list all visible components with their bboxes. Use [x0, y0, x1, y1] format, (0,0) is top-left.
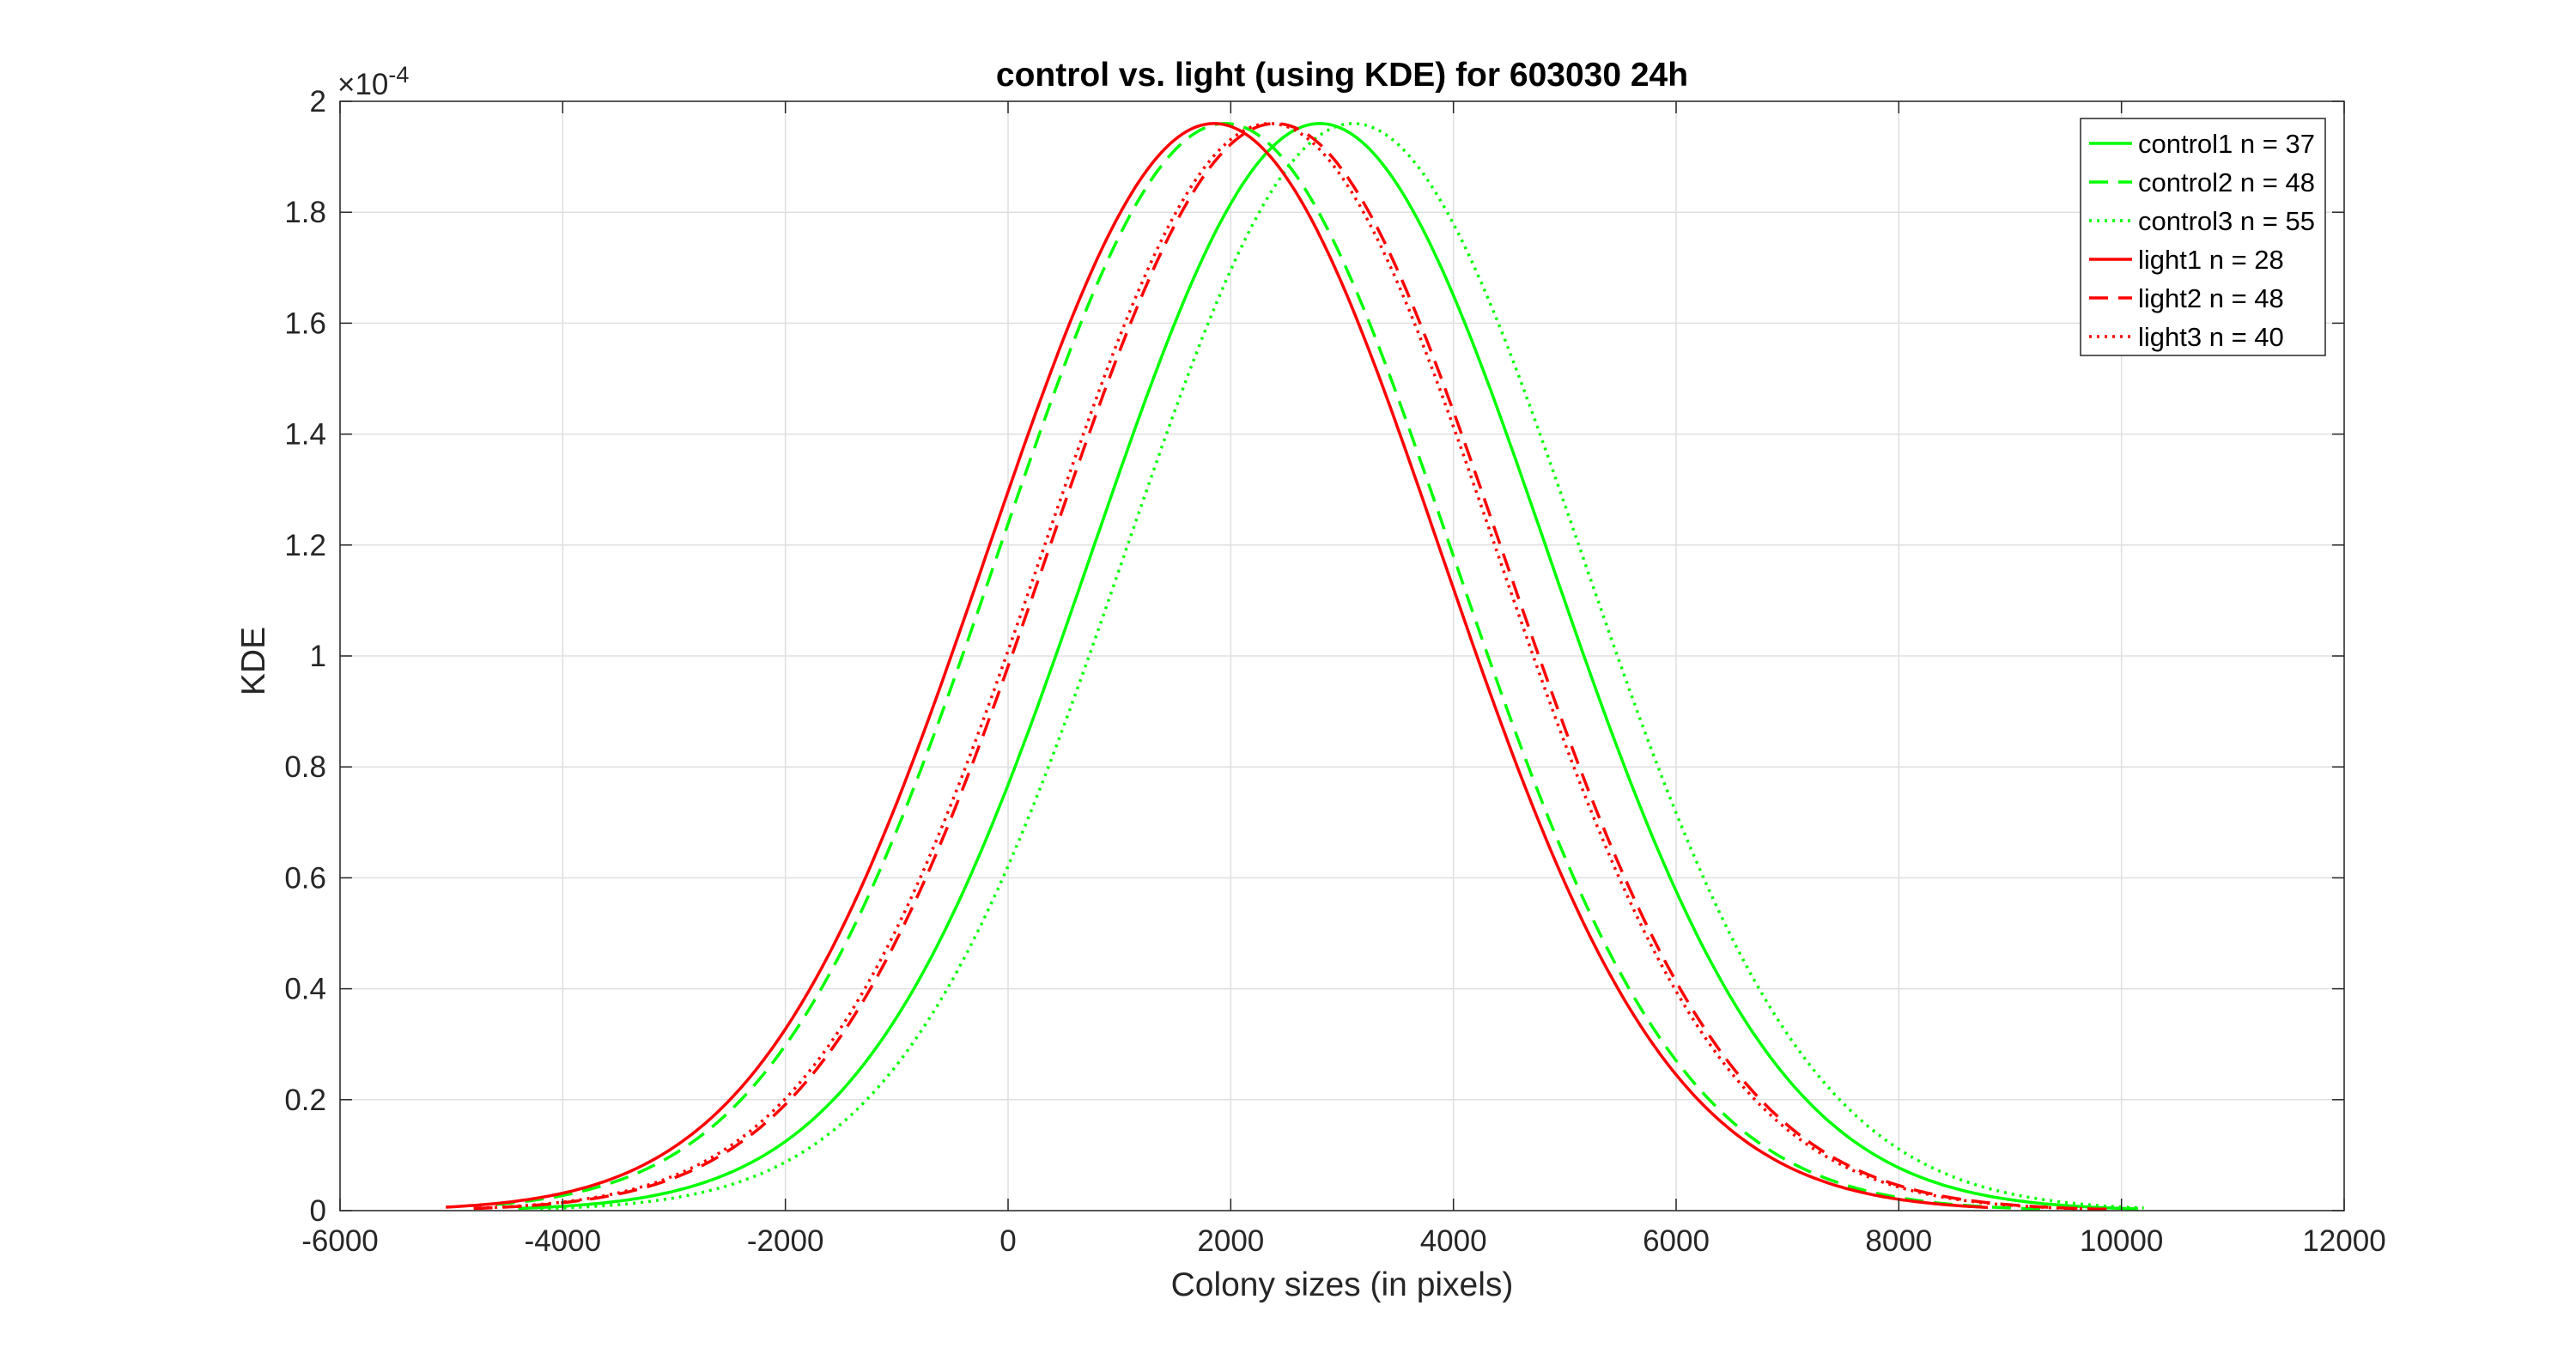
x-tick-label: 10000 [2080, 1224, 2163, 1258]
x-tick-label: 4000 [1420, 1224, 1487, 1258]
y-tick-label: 1 [310, 640, 326, 673]
series-line [479, 122, 2111, 1211]
series-line [495, 122, 2044, 1211]
series-line [540, 122, 2144, 1211]
y-tick-label: 0.2 [284, 1084, 326, 1117]
y-axis-label: KDE [235, 627, 272, 695]
legend-box [2080, 118, 2326, 356]
legend: control1 n = 37 control2 n = 48 control3 n… [2080, 118, 2326, 356]
y-tick-label: 0.6 [284, 861, 326, 895]
x-tick-label: -6000 [301, 1224, 379, 1258]
grid-lines [339, 100, 2345, 1211]
x-tick-label: 6000 [1643, 1224, 1710, 1258]
series-line [446, 122, 1989, 1210]
y-tick-label: 1.4 [284, 418, 326, 452]
x-axis-label: Colony sizes (in pixels) [1171, 1266, 1514, 1303]
x-tick-label: 12000 [2302, 1224, 2385, 1258]
y-tick-label: 1.6 [284, 307, 326, 340]
x-tick-label: -4000 [525, 1224, 602, 1258]
y-tick-label: 1.2 [284, 529, 326, 562]
x-tick-label: -2000 [747, 1224, 824, 1258]
x-tick-label: 2000 [1197, 1224, 1264, 1258]
series-line [473, 122, 2111, 1211]
y-tick-label: 0.8 [284, 750, 326, 784]
x-tick-label: 0 [999, 1224, 1016, 1258]
legend-label: light2 n = 48 [2138, 283, 2284, 313]
y-tick-label: 0 [310, 1194, 326, 1228]
legend-label: control1 n = 37 [2138, 129, 2315, 159]
legend-label: control2 n = 48 [2138, 167, 2315, 197]
legend-label: light3 n = 40 [2138, 322, 2284, 352]
y-tick-label: 0.4 [284, 973, 326, 1006]
legend-label: control3 n = 55 [2138, 206, 2315, 236]
chart-title: control vs. light (using KDE) for 603030… [996, 57, 1688, 94]
x-tick-labels: -6000 -4000 -2000 0 2000 4000 6000 8000 10000 120… [301, 1224, 2385, 1258]
y-tick-label: 1.8 [284, 196, 326, 229]
series-layer [446, 122, 2144, 1211]
y-tick-label: 2 [310, 85, 326, 118]
axis-ticks [339, 100, 2345, 1211]
y-exponent-label: ×10-4 [337, 62, 409, 101]
x-tick-label: 8000 [1865, 1224, 1932, 1258]
legend-label: light1 n = 28 [2138, 245, 2284, 275]
y-tick-labels: 0 0.2 0.4 0.6 0.8 1 1.2 1.4 1.6 1.8 2 [284, 85, 326, 1228]
series-line [518, 122, 2139, 1211]
